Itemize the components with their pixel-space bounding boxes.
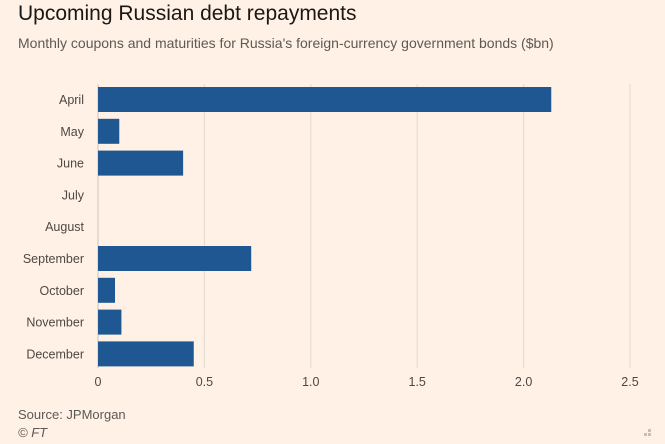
chart-subtitle: Monthly coupons and maturities for Russi…	[18, 35, 554, 51]
resize-grip-icon	[639, 426, 651, 436]
category-label: October	[40, 284, 84, 298]
bar-september	[98, 246, 252, 271]
category-labels: April May June July August September October No…	[23, 93, 85, 361]
bar-november	[98, 309, 122, 335]
source-note: Source: JPMorgan	[18, 407, 126, 422]
category-label: July	[62, 188, 85, 202]
ft-credit: © FT	[18, 425, 48, 440]
x-tick-label: 0.5	[196, 375, 213, 389]
category-label: May	[60, 125, 84, 139]
category-label: September	[23, 252, 84, 266]
x-tick-label: 2.5	[621, 375, 638, 389]
bar-june	[98, 150, 184, 176]
x-tick-label: 1.5	[409, 375, 426, 389]
bar-december	[98, 341, 194, 367]
x-axis-ticks: 0 0.5 1.0 1.5 2.0 2.5	[95, 375, 639, 389]
gridlines	[97, 84, 631, 368]
bar-may	[98, 118, 120, 144]
x-tick-label: 2.0	[515, 375, 532, 389]
bars	[98, 87, 552, 367]
category-label: December	[26, 347, 84, 361]
bar-april	[98, 87, 552, 112]
x-tick-label: 0	[95, 375, 102, 389]
chart-title: Upcoming Russian debt repayments	[18, 2, 357, 25]
category-label: April	[59, 93, 84, 107]
category-label: August	[45, 220, 84, 234]
bar-october	[98, 277, 116, 303]
x-tick-label: 1.0	[302, 375, 319, 389]
category-label: November	[26, 316, 84, 330]
category-label: June	[57, 157, 84, 171]
